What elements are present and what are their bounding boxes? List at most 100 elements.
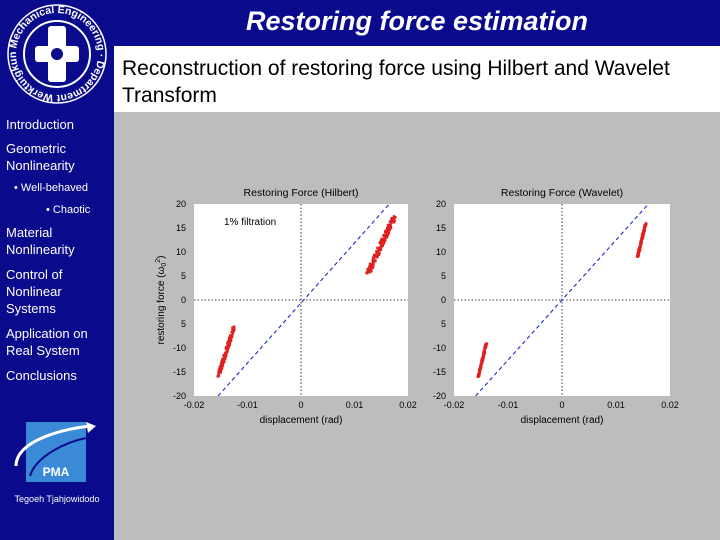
data-point [384, 229, 387, 233]
data-point [476, 375, 479, 378]
data-point [381, 239, 384, 243]
y-tick-label: 15 [436, 223, 446, 233]
data-point [221, 364, 225, 367]
data-point [383, 236, 386, 239]
x-tick-label: -0.01 [237, 400, 258, 410]
data-point [231, 331, 235, 335]
chart-2: 20 15 10 5 0 5 -10 -15 -20-0.02 -0.01 0 0.01 0.02 Res… [433, 187, 679, 426]
data-point [484, 342, 488, 346]
data-point [229, 338, 233, 342]
data-point [637, 247, 641, 251]
data-point [222, 357, 225, 361]
x-tick-label: -0.02 [444, 400, 465, 410]
data-point [642, 225, 646, 229]
data-point [216, 375, 219, 378]
data-point [224, 346, 228, 350]
data-point [640, 240, 643, 244]
x-tick-label: 0.01 [607, 400, 625, 410]
data-point [369, 262, 372, 266]
data-point [483, 348, 486, 352]
data-point [375, 251, 378, 255]
data-point [221, 362, 225, 366]
data-point [389, 223, 392, 226]
data-point [479, 365, 483, 369]
data-point [373, 253, 376, 257]
data-point [228, 341, 232, 345]
data-point [638, 250, 641, 253]
sidebar-item-application-on-real-system[interactable]: Application on Real System [6, 326, 88, 358]
data-point [372, 263, 375, 267]
sidebar-item-introduction[interactable]: Introduction [6, 117, 74, 132]
x-tick-label: 0.02 [661, 400, 679, 410]
data-point [390, 221, 394, 224]
y-tick-label: -20 [433, 391, 446, 401]
data-point [223, 359, 226, 362]
data-point [222, 356, 226, 359]
data-point [639, 245, 642, 249]
fit-line [475, 203, 649, 397]
sidebar-item-control-of-nonlinear-systems[interactable]: Control of Nonlinear Systems [6, 267, 63, 316]
data-point [384, 233, 387, 236]
title-bar: Restoring force estimation [114, 0, 720, 46]
data-point [371, 256, 375, 259]
data-point [218, 367, 221, 371]
y-tick-label: 5 [441, 271, 446, 281]
data-point [369, 270, 372, 274]
y-tick-label: -15 [433, 367, 446, 377]
x-axis-label: displacement (rad) [260, 415, 343, 426]
data-point [642, 230, 645, 234]
data-point [480, 360, 483, 363]
data-point [375, 250, 378, 253]
x-tick-label: 0 [559, 400, 564, 410]
sidebar-item-conclusions[interactable]: Conclusions [6, 368, 77, 383]
data-point [378, 252, 381, 255]
data-point [382, 234, 385, 237]
data-point [483, 346, 487, 350]
data-point [388, 228, 392, 232]
data-point [382, 242, 386, 245]
data-point [218, 369, 222, 372]
sidebar-item-well-behaved[interactable]: • Well-behaved [14, 182, 88, 194]
data-point [390, 218, 393, 221]
data-point [376, 254, 379, 258]
data-point [374, 255, 377, 258]
data-point [218, 366, 221, 369]
x-tick-label: 0.01 [346, 400, 364, 410]
data-point [219, 370, 222, 374]
pma-logo-label: PMA [43, 465, 70, 479]
data-point [378, 246, 381, 250]
data-point [392, 215, 396, 218]
y-tick-label: -10 [173, 343, 186, 353]
data-point [231, 333, 234, 337]
data-point [227, 340, 230, 343]
sidebar-item-material-nonlinearity[interactable]: Material Nonlinearity [6, 225, 75, 257]
x-tick-label: -0.01 [498, 400, 519, 410]
data-point [386, 228, 389, 231]
data-point [636, 255, 639, 258]
sidebar-item-geometric-nonlinearity[interactable]: Geometric Nonlinearity [6, 141, 75, 173]
pma-logo: PMA [14, 422, 96, 482]
slide-subtitle: Reconstruction of restoring force using … [122, 57, 670, 107]
fit-line [217, 203, 390, 397]
y-axis-label: restoring force (ω02) [155, 256, 168, 345]
x-axis-label: displacement (rad) [521, 415, 604, 426]
data-point [371, 266, 375, 269]
data-point [366, 272, 369, 275]
y-tick-label: 5 [441, 319, 446, 329]
data-point [477, 369, 481, 373]
data-point [482, 351, 485, 354]
data-point [217, 370, 220, 374]
data-point [379, 248, 383, 251]
y-tick-label: 15 [176, 223, 186, 233]
data-point [232, 325, 236, 328]
data-point [220, 358, 224, 361]
data-point [231, 326, 234, 329]
sidebar-item-chaotic[interactable]: • Chaotic [46, 204, 91, 216]
data-point [220, 361, 223, 365]
data-point [380, 241, 384, 245]
data-point [393, 219, 396, 222]
data-point [386, 234, 389, 237]
y-tick-label: 0 [441, 295, 446, 305]
data-point [372, 255, 376, 258]
data-point [389, 226, 393, 229]
